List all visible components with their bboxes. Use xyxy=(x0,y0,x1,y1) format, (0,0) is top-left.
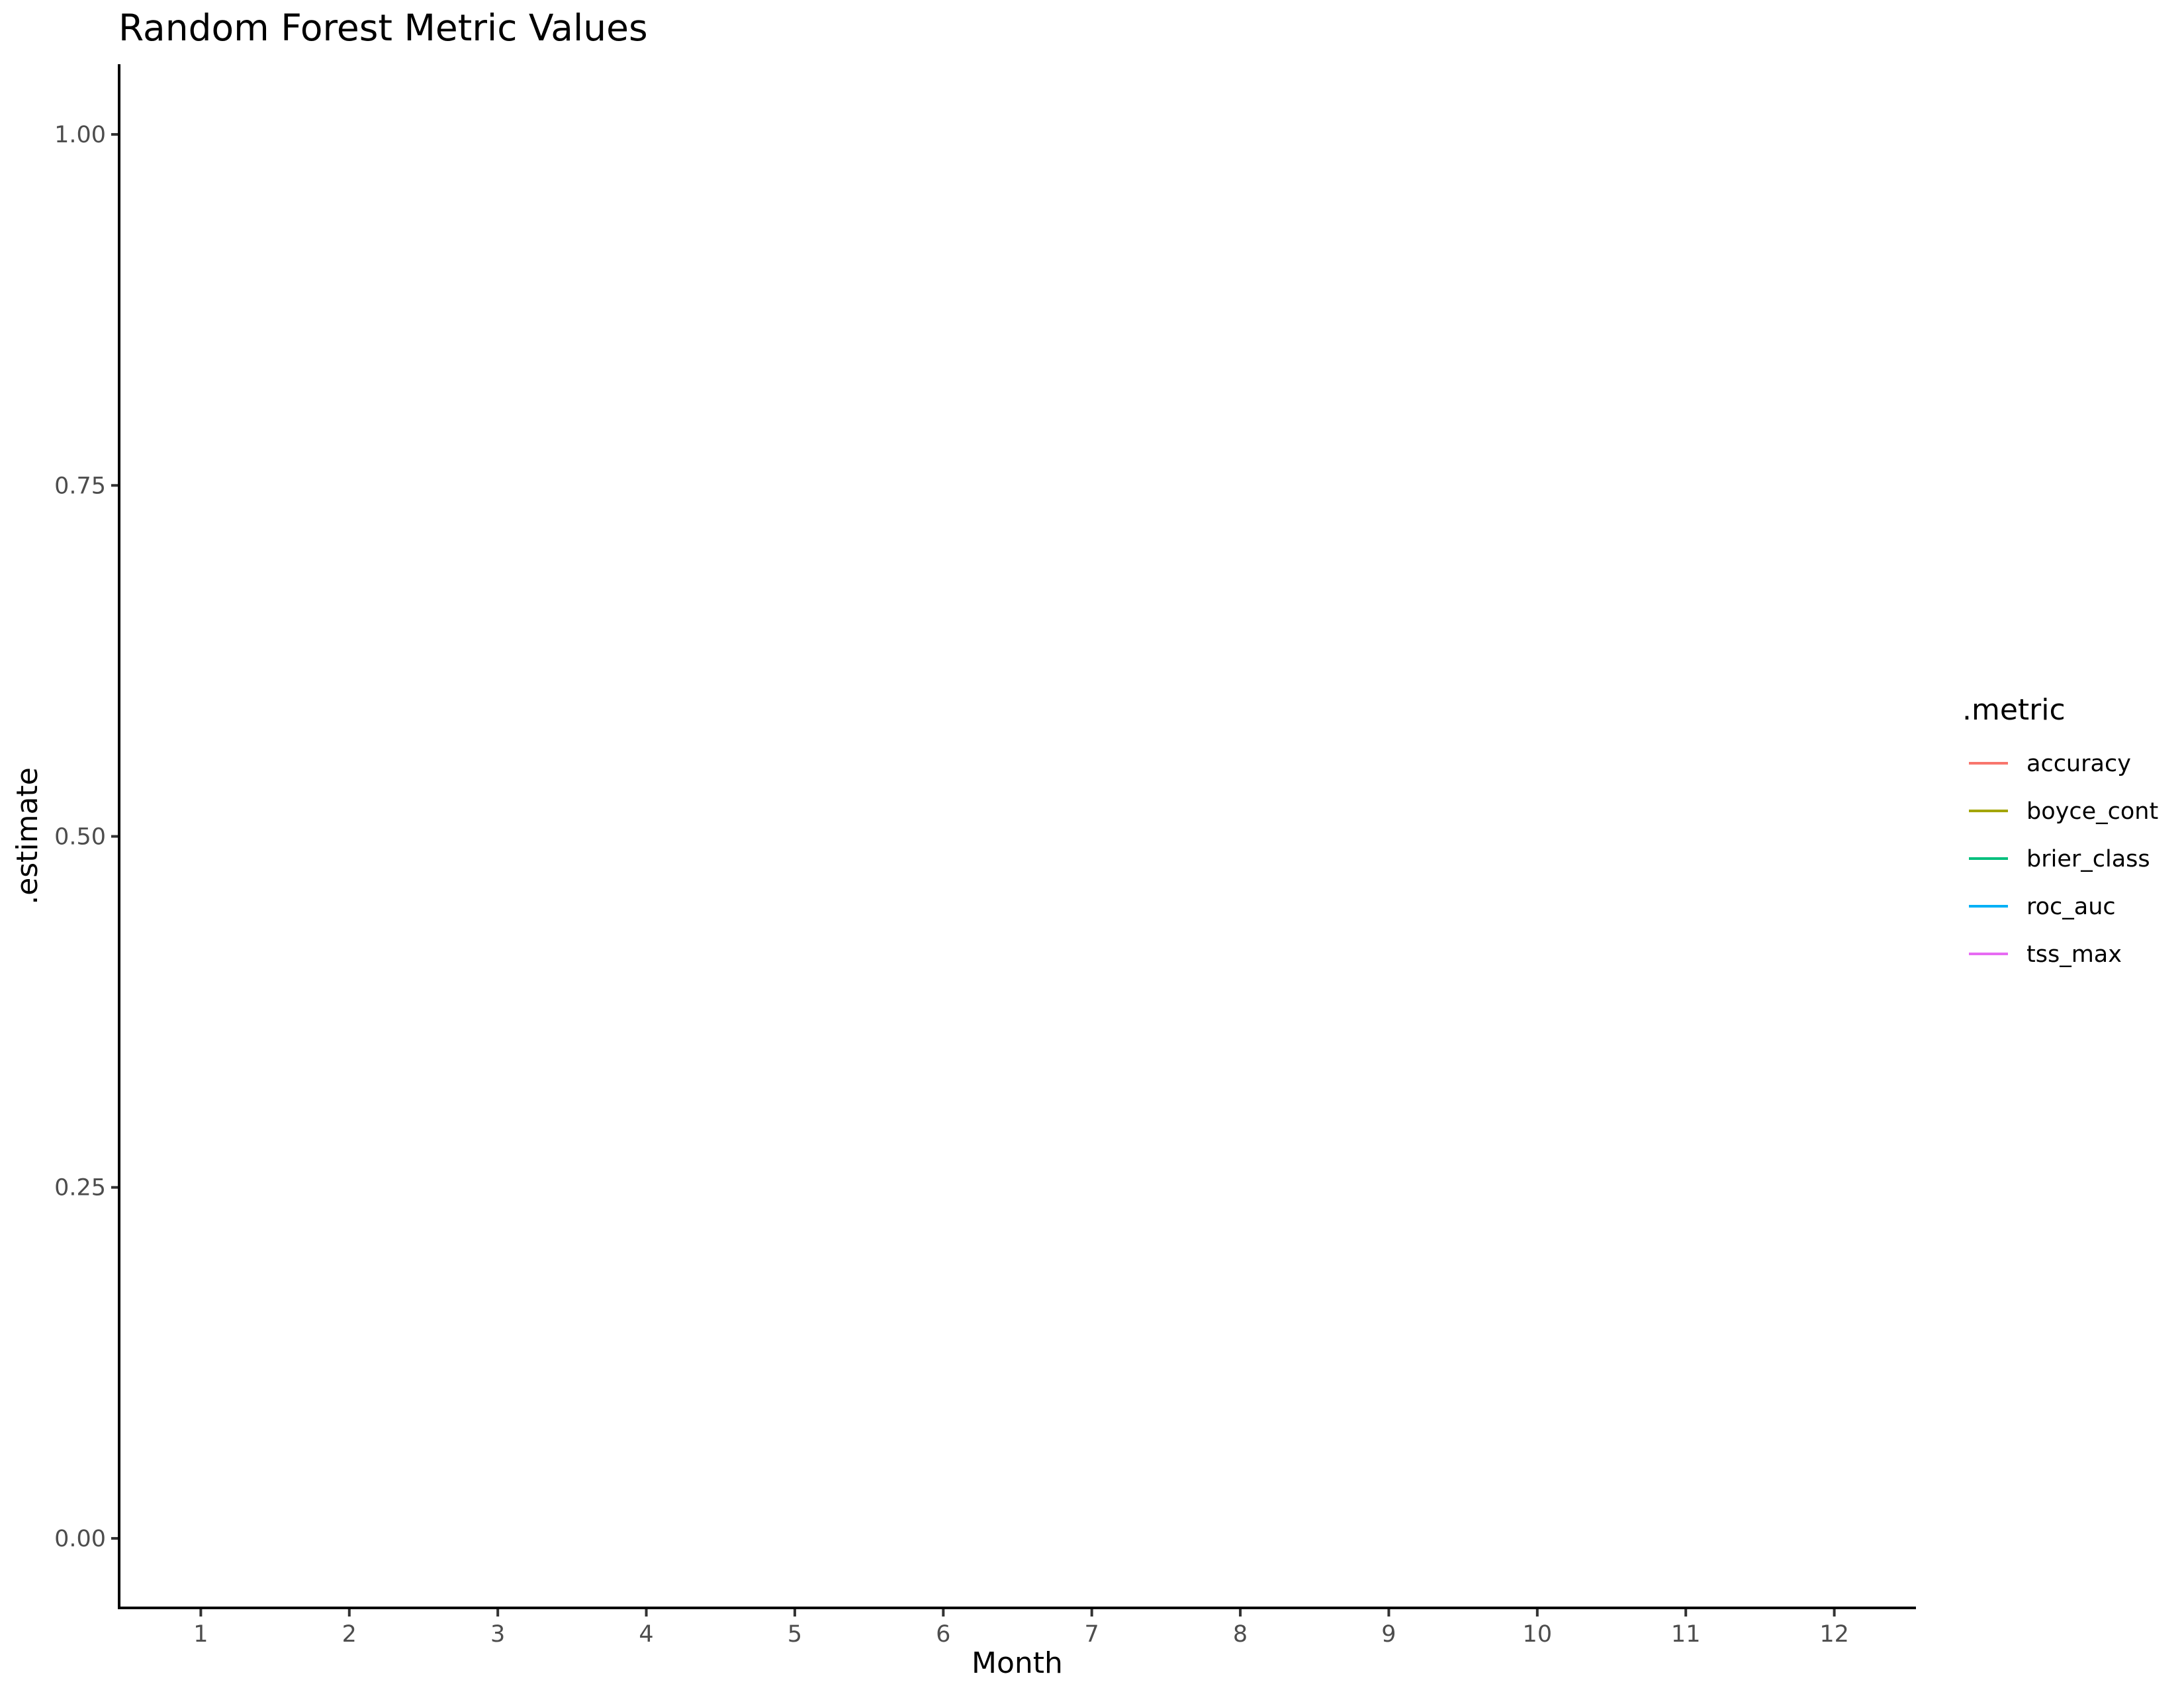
y-tick-label: 0.25 xyxy=(54,1175,106,1201)
y-tick-label: 0.00 xyxy=(54,1526,106,1552)
x-tick-label: 3 xyxy=(490,1621,505,1648)
x-tick-label: 1 xyxy=(193,1621,208,1648)
legend-entries: accuracy boyce_cont brier_class roc_auc tss_… xyxy=(1969,751,2158,968)
legend-title: .metric xyxy=(1962,693,2066,727)
legend-label-accuracy: accuracy xyxy=(2026,751,2131,777)
x-tick-label: 10 xyxy=(1523,1621,1553,1648)
legend-label-tss_max: tss_max xyxy=(2026,941,2122,968)
x-tick-label: 8 xyxy=(1233,1621,1248,1648)
x-tick-label: 5 xyxy=(788,1621,802,1648)
x-tick-label: 9 xyxy=(1381,1621,1396,1648)
y-tick-label: 0.75 xyxy=(54,473,106,499)
x-axis-title: Month xyxy=(972,1646,1063,1680)
legend-label-roc_auc: roc_auc xyxy=(2026,894,2116,920)
y-tick-label: 1.00 xyxy=(54,122,106,148)
x-tick-label: 7 xyxy=(1085,1621,1099,1648)
y-tick-label: 0.50 xyxy=(54,824,106,851)
x-tick-label: 4 xyxy=(639,1621,653,1648)
legend-label-boyce_cont: boyce_cont xyxy=(2026,798,2158,825)
legend: .metric accuracy boyce_cont brier_classroc… xyxy=(1962,693,2158,968)
x-axis-ticks: 1 2 3 4 5 6 7 8 9 10 11 12 xyxy=(193,1609,1849,1648)
x-tick-label: 6 xyxy=(936,1621,950,1648)
legend-label-brier_class: brier_class xyxy=(2026,846,2150,872)
x-tick-label: 11 xyxy=(1671,1621,1701,1648)
y-axis-ticks: 0.00 0.25 0.50 0.75 1.00 xyxy=(54,122,119,1552)
x-tick-label: 12 xyxy=(1819,1621,1849,1648)
x-tick-label: 2 xyxy=(342,1621,357,1648)
y-axis-title: .estimate xyxy=(11,767,44,905)
chart-title: Random Forest Metric Values xyxy=(118,7,648,49)
